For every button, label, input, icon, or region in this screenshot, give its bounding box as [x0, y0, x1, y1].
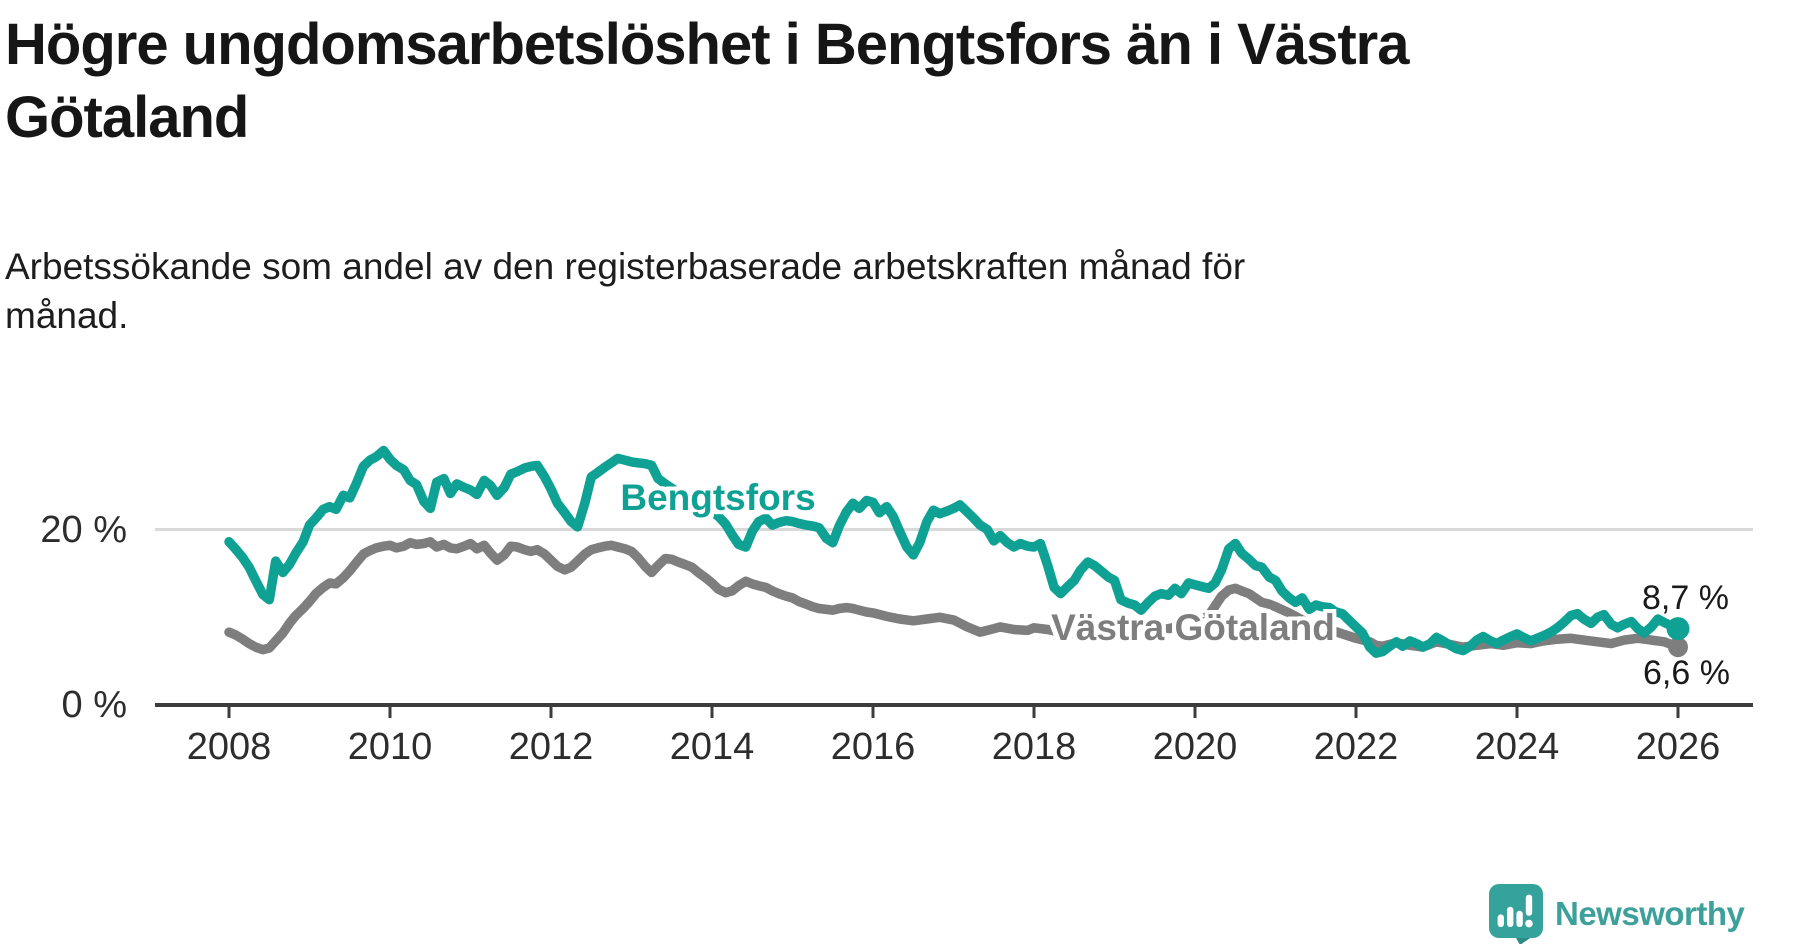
x-axis-label-2010: 2010 — [347, 726, 433, 768]
x-axis-label-2008: 2008 — [186, 726, 272, 768]
bengtsfors-line — [224, 445, 1683, 658]
x-axis-label-2022: 2022 — [1313, 726, 1399, 768]
page-title: Högre ungdomsarbetslöshet i Bengtsfors ä… — [5, 8, 1725, 154]
x-axis-label-2016: 2016 — [830, 726, 916, 768]
x-axis-label-2012: 2012 — [508, 726, 594, 768]
title-line-1: Högre ungdomsarbetslöshet i Bengtsfors ä… — [5, 12, 1410, 77]
series-label-vastra-gotaland: Västra Götaland — [1051, 607, 1335, 648]
y-axis-label-0: 0 % — [61, 684, 127, 726]
vastra-gotaland-line — [224, 537, 1683, 655]
subtitle-line-2: månad. — [5, 294, 129, 336]
newsworthy-logo: Newsworthy — [1489, 884, 1745, 944]
newsworthy-logo-text: Newsworthy — [1555, 895, 1745, 932]
series-label-bengtsfors: Bengtsfors — [620, 477, 816, 518]
bengtsfors-end-dot — [1666, 617, 1690, 641]
x-axis-label-2018: 2018 — [991, 726, 1077, 768]
x-axis-label-2026: 2026 — [1635, 726, 1721, 768]
vastra-gotaland-end-dot — [1668, 637, 1688, 658]
title-line-2: Götaland — [5, 85, 249, 151]
end-value-label-vastra-gotaland: 6,6 % — [1643, 654, 1730, 692]
y-axis-label-20: 20 % — [40, 509, 127, 551]
subtitle-line-1: Arbetssökande som andel av den registerb… — [5, 246, 1246, 287]
chart-subtitle: Arbetssökande som andel av den registerb… — [5, 243, 1565, 341]
end-value-label-bengtsfors: 8,7 % — [1642, 579, 1729, 617]
x-axis-label-2024: 2024 — [1474, 726, 1560, 768]
x-axis-label-2020: 2020 — [1152, 726, 1238, 768]
newsworthy-logo-icon — [1489, 884, 1543, 944]
x-axis-label-2014: 2014 — [669, 726, 755, 768]
